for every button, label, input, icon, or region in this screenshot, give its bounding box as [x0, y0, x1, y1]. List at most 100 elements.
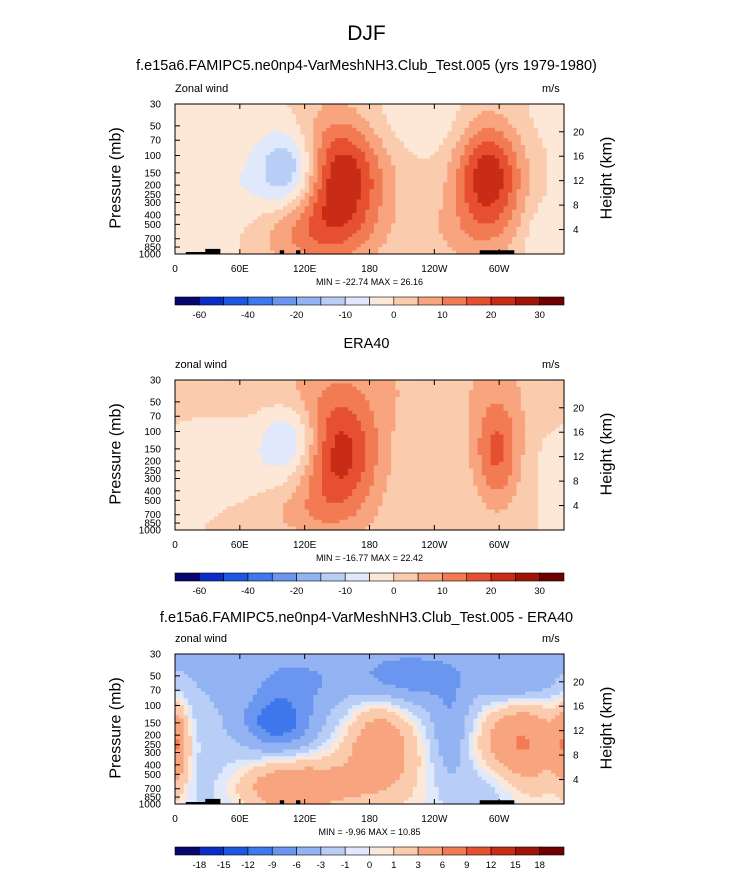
- heatmap-cell: [317, 199, 323, 204]
- heatmap-cell: [175, 213, 180, 218]
- heatmap-cell: [231, 138, 237, 143]
- heatmap-cell: [434, 179, 440, 184]
- heatmap-cell: [551, 236, 556, 241]
- heatmap-cell: [239, 175, 245, 180]
- heatmap-cell: [520, 127, 526, 132]
- heatmap-cell: [347, 175, 353, 180]
- heatmap-cell: [222, 250, 228, 255]
- heatmap-cell: [235, 179, 241, 184]
- heatmap-cell: [395, 390, 401, 395]
- heatmap-cell: [205, 206, 211, 211]
- heatmap-cell: [460, 380, 466, 385]
- heatmap-cell: [317, 114, 323, 119]
- heatmap-cell: [257, 117, 263, 122]
- heatmap-cell: [343, 219, 349, 224]
- heatmap-cell: [430, 117, 435, 122]
- heatmap-cell: [451, 121, 457, 126]
- heatmap-cell: [438, 189, 444, 194]
- pressure-tick-label: 500: [144, 220, 161, 231]
- heatmap-cell: [183, 110, 189, 115]
- heatmap-cell: [179, 386, 185, 391]
- heatmap-cell: [360, 233, 366, 238]
- heatmap-cell: [330, 226, 336, 231]
- heatmap-cell: [261, 121, 267, 126]
- heatmap-cell: [529, 223, 535, 228]
- heatmap-cell: [213, 206, 219, 211]
- heatmap-cell: [494, 196, 500, 201]
- heatmap-cell: [347, 165, 353, 170]
- heatmap-cell: [261, 155, 267, 160]
- heatmap-cell: [512, 209, 518, 214]
- heatmap-cell: [244, 250, 250, 255]
- heatmap-cell: [555, 182, 561, 187]
- heatmap-cell: [334, 134, 340, 139]
- heatmap-cell: [408, 114, 414, 119]
- heatmap-cell: [382, 141, 388, 146]
- heatmap-cell: [222, 158, 228, 163]
- heatmap-cell: [369, 138, 375, 143]
- heatmap-cell: [481, 230, 487, 235]
- heatmap-cell: [373, 131, 379, 136]
- heatmap-cell: [175, 138, 180, 143]
- heatmap-cell: [347, 243, 353, 248]
- heatmap-cell: [187, 243, 193, 248]
- heatmap-cell: [213, 196, 219, 201]
- heatmap-cell: [538, 134, 543, 139]
- heatmap-cell: [209, 104, 215, 109]
- heatmap-cell: [291, 165, 297, 170]
- heatmap-cell: [304, 131, 310, 136]
- heatmap-cell: [330, 107, 336, 112]
- heatmap-cell: [378, 243, 384, 248]
- heatmap-cell: [525, 196, 531, 201]
- heatmap-cell: [209, 192, 215, 197]
- heatmap-cell: [244, 161, 250, 166]
- heatmap-cell: [494, 158, 500, 163]
- heatmap-cell: [486, 199, 492, 204]
- heatmap-cell: [477, 407, 483, 412]
- heatmap-cell: [408, 196, 414, 201]
- heatmap-cell: [278, 196, 284, 201]
- heatmap-cell: [516, 151, 522, 156]
- heatmap-cell: [356, 202, 362, 207]
- heatmap-cell: [330, 131, 336, 136]
- heatmap-cell: [404, 134, 409, 139]
- heatmap-cell: [261, 403, 267, 408]
- heatmap-cell: [308, 192, 314, 197]
- heatmap-cell: [512, 158, 518, 163]
- heatmap-cell: [386, 250, 392, 255]
- heatmap-cell: [520, 141, 526, 146]
- heatmap-cell: [520, 250, 526, 255]
- heatmap-cell: [455, 165, 461, 170]
- heatmap-cell: [512, 172, 518, 177]
- heatmap-cell: [404, 124, 409, 129]
- units-label: m/s: [542, 83, 560, 95]
- heatmap-cell: [352, 189, 358, 194]
- heatmap-cell: [283, 179, 288, 184]
- heatmap-cell: [481, 134, 487, 139]
- heatmap-cell: [395, 155, 401, 160]
- heatmap-cell: [270, 148, 276, 153]
- heatmap-cell: [200, 114, 206, 119]
- heatmap-cell: [455, 175, 461, 180]
- heatmap-cell: [347, 223, 353, 228]
- heatmap-cell: [334, 216, 340, 221]
- heatmap-cell: [334, 179, 340, 184]
- heatmap-cell: [274, 407, 280, 412]
- heatmap-cell: [308, 117, 314, 122]
- heatmap-cell: [408, 175, 414, 180]
- heatmap-cell: [373, 383, 379, 388]
- heatmap-cell: [287, 407, 293, 412]
- heatmap-cell: [386, 141, 392, 146]
- heatmap-cell: [317, 189, 323, 194]
- heatmap-cell: [477, 383, 483, 388]
- heatmap-cell: [486, 168, 492, 173]
- heatmap-cell: [468, 250, 474, 255]
- heatmap-cell: [313, 216, 319, 221]
- heatmap-cell: [244, 223, 250, 228]
- heatmap-cell: [257, 380, 263, 385]
- heatmap-cell: [430, 168, 435, 173]
- heatmap-cell: [451, 151, 457, 156]
- heatmap-cell: [382, 380, 388, 385]
- heatmap-cell: [438, 175, 444, 180]
- heatmap-cell: [261, 172, 267, 177]
